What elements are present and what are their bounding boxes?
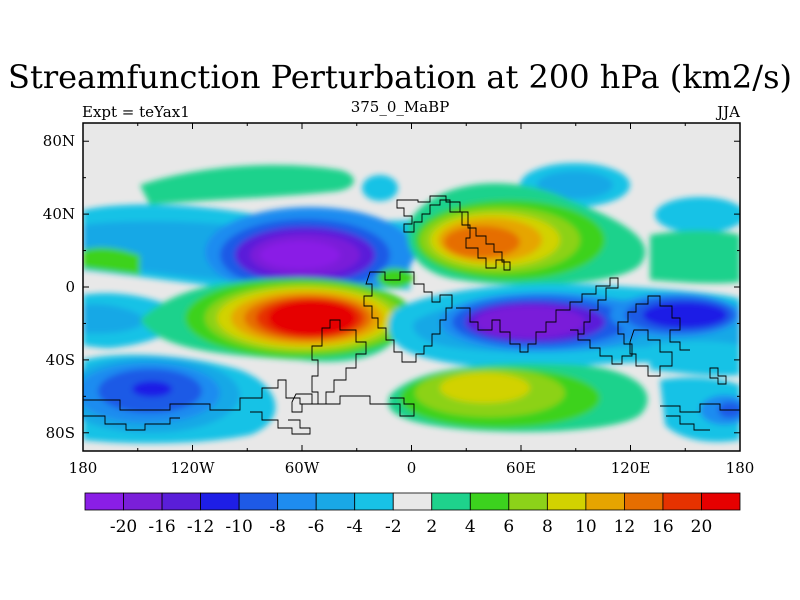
colorbar-swatch xyxy=(701,492,741,511)
contour-asia-high-l5 xyxy=(444,226,520,258)
colorbar-label: 16 xyxy=(652,517,674,537)
x-tick-label: 0 xyxy=(407,459,417,477)
colorbar-swatch xyxy=(431,492,471,511)
x-axis: 180 120W 60W 0 60E 120E 180 xyxy=(69,123,755,477)
coastline-new-zealand xyxy=(709,367,727,385)
colorbar-label: -2 xyxy=(385,517,402,537)
coastline-africa xyxy=(363,271,453,363)
colorbar-label: 8 xyxy=(542,517,553,537)
colorbar-swatch xyxy=(161,492,201,511)
colorbar-swatch xyxy=(508,492,548,511)
coastline-pacific-south xyxy=(83,415,180,431)
colorbar-label: 20 xyxy=(691,517,713,537)
colorbar-swatch xyxy=(354,492,394,511)
coastlines xyxy=(83,195,740,435)
chart-title: Streamfunction Perturbation at 200 hPa (… xyxy=(8,58,792,96)
coastline-arabia-india xyxy=(456,277,619,353)
coastline-europe-north xyxy=(396,195,511,271)
colorbar-swatch xyxy=(277,492,317,511)
colorbar-swatch xyxy=(123,492,163,511)
y-tick-label: 80N xyxy=(43,132,75,150)
contour-northeast-blue-blob-inner xyxy=(537,171,613,199)
colorbar-label: -12 xyxy=(187,517,214,537)
colorbar-swatch xyxy=(469,492,510,511)
season-label: JJA xyxy=(717,103,740,121)
contour-indian-low-l5 xyxy=(475,306,585,338)
colorbar-label: -8 xyxy=(269,517,286,537)
coastline-antarctica-east-2 xyxy=(666,415,710,431)
contour-pacific-west-low-l4 xyxy=(643,302,727,328)
contour-east-green-band xyxy=(83,247,140,275)
coastline-antarctica xyxy=(83,379,415,417)
colorbar-swatch xyxy=(662,492,702,511)
coastline-australia xyxy=(629,329,673,377)
contour-east-cyan-band xyxy=(650,341,740,376)
y-tick-label: 40S xyxy=(46,351,75,369)
contour-south-indian-high-l3 xyxy=(440,373,530,403)
colorbar-swatch xyxy=(238,492,279,511)
y-tick-label: 80S xyxy=(46,424,75,442)
experiment-label: Expt = teYax1 xyxy=(82,103,190,121)
y-axis: 80N 40N 0 40S 80S xyxy=(43,132,740,442)
contour-far-northeast-cyan xyxy=(655,197,740,233)
y-tick-label: 0 xyxy=(65,278,75,296)
x-tick-label: 180 xyxy=(69,459,98,477)
contour-atlantic-high-core xyxy=(268,300,356,336)
contour-field xyxy=(83,163,740,444)
contour-south-pacific-low-l4 xyxy=(132,381,172,397)
colorbar-label: 6 xyxy=(503,517,514,537)
x-tick-label: 120W xyxy=(170,459,215,477)
coastline-south-america-tip xyxy=(291,393,313,413)
colorbar-swatch xyxy=(200,492,240,511)
coastline-antarctica-peninsula xyxy=(250,411,311,435)
colorbar-label: -10 xyxy=(225,517,252,537)
contour-south-eq-band-inner xyxy=(83,304,145,334)
colorbar-label: -6 xyxy=(308,517,325,537)
colorbar-swatch xyxy=(392,492,433,511)
x-tick-label: 180 xyxy=(726,459,755,477)
x-tick-label: 60W xyxy=(285,459,320,477)
contour-north-small-cyan xyxy=(362,175,398,201)
colorbar-label: -20 xyxy=(110,517,137,537)
colorbar: -20 -16 -12 -10 -8 -6 -4 -2 2 4 6 8 10 12 16 20 xyxy=(84,492,741,537)
x-tick-label: 60E xyxy=(506,459,536,477)
x-tick-label: 120E xyxy=(611,459,651,477)
period-label: 375_0_MaBP xyxy=(350,98,450,116)
colorbar-label: 10 xyxy=(575,517,597,537)
colorbar-label: 4 xyxy=(465,517,476,537)
contour-north-green-band xyxy=(140,165,354,205)
coastline-southeast-asia xyxy=(570,295,690,365)
colorbar-label: -16 xyxy=(148,517,175,537)
colorbar-label: -4 xyxy=(346,517,363,537)
colorbar-swatch xyxy=(315,492,356,511)
colorbar-swatch xyxy=(624,492,664,511)
contour-small-green-blob xyxy=(377,268,413,288)
coastline-antarctica-east xyxy=(660,403,740,418)
colorbar-swatch xyxy=(84,492,124,511)
colorbar-swatch xyxy=(585,492,625,511)
contour-east-north-band xyxy=(650,230,740,284)
contour-north-atlantic-low-peak xyxy=(260,241,340,269)
colorbar-swatch xyxy=(546,492,587,511)
colorbar-label: 12 xyxy=(614,517,636,537)
y-tick-label: 40N xyxy=(43,205,75,223)
colorbar-label: 2 xyxy=(426,517,437,537)
coastline-south-america xyxy=(311,319,367,405)
